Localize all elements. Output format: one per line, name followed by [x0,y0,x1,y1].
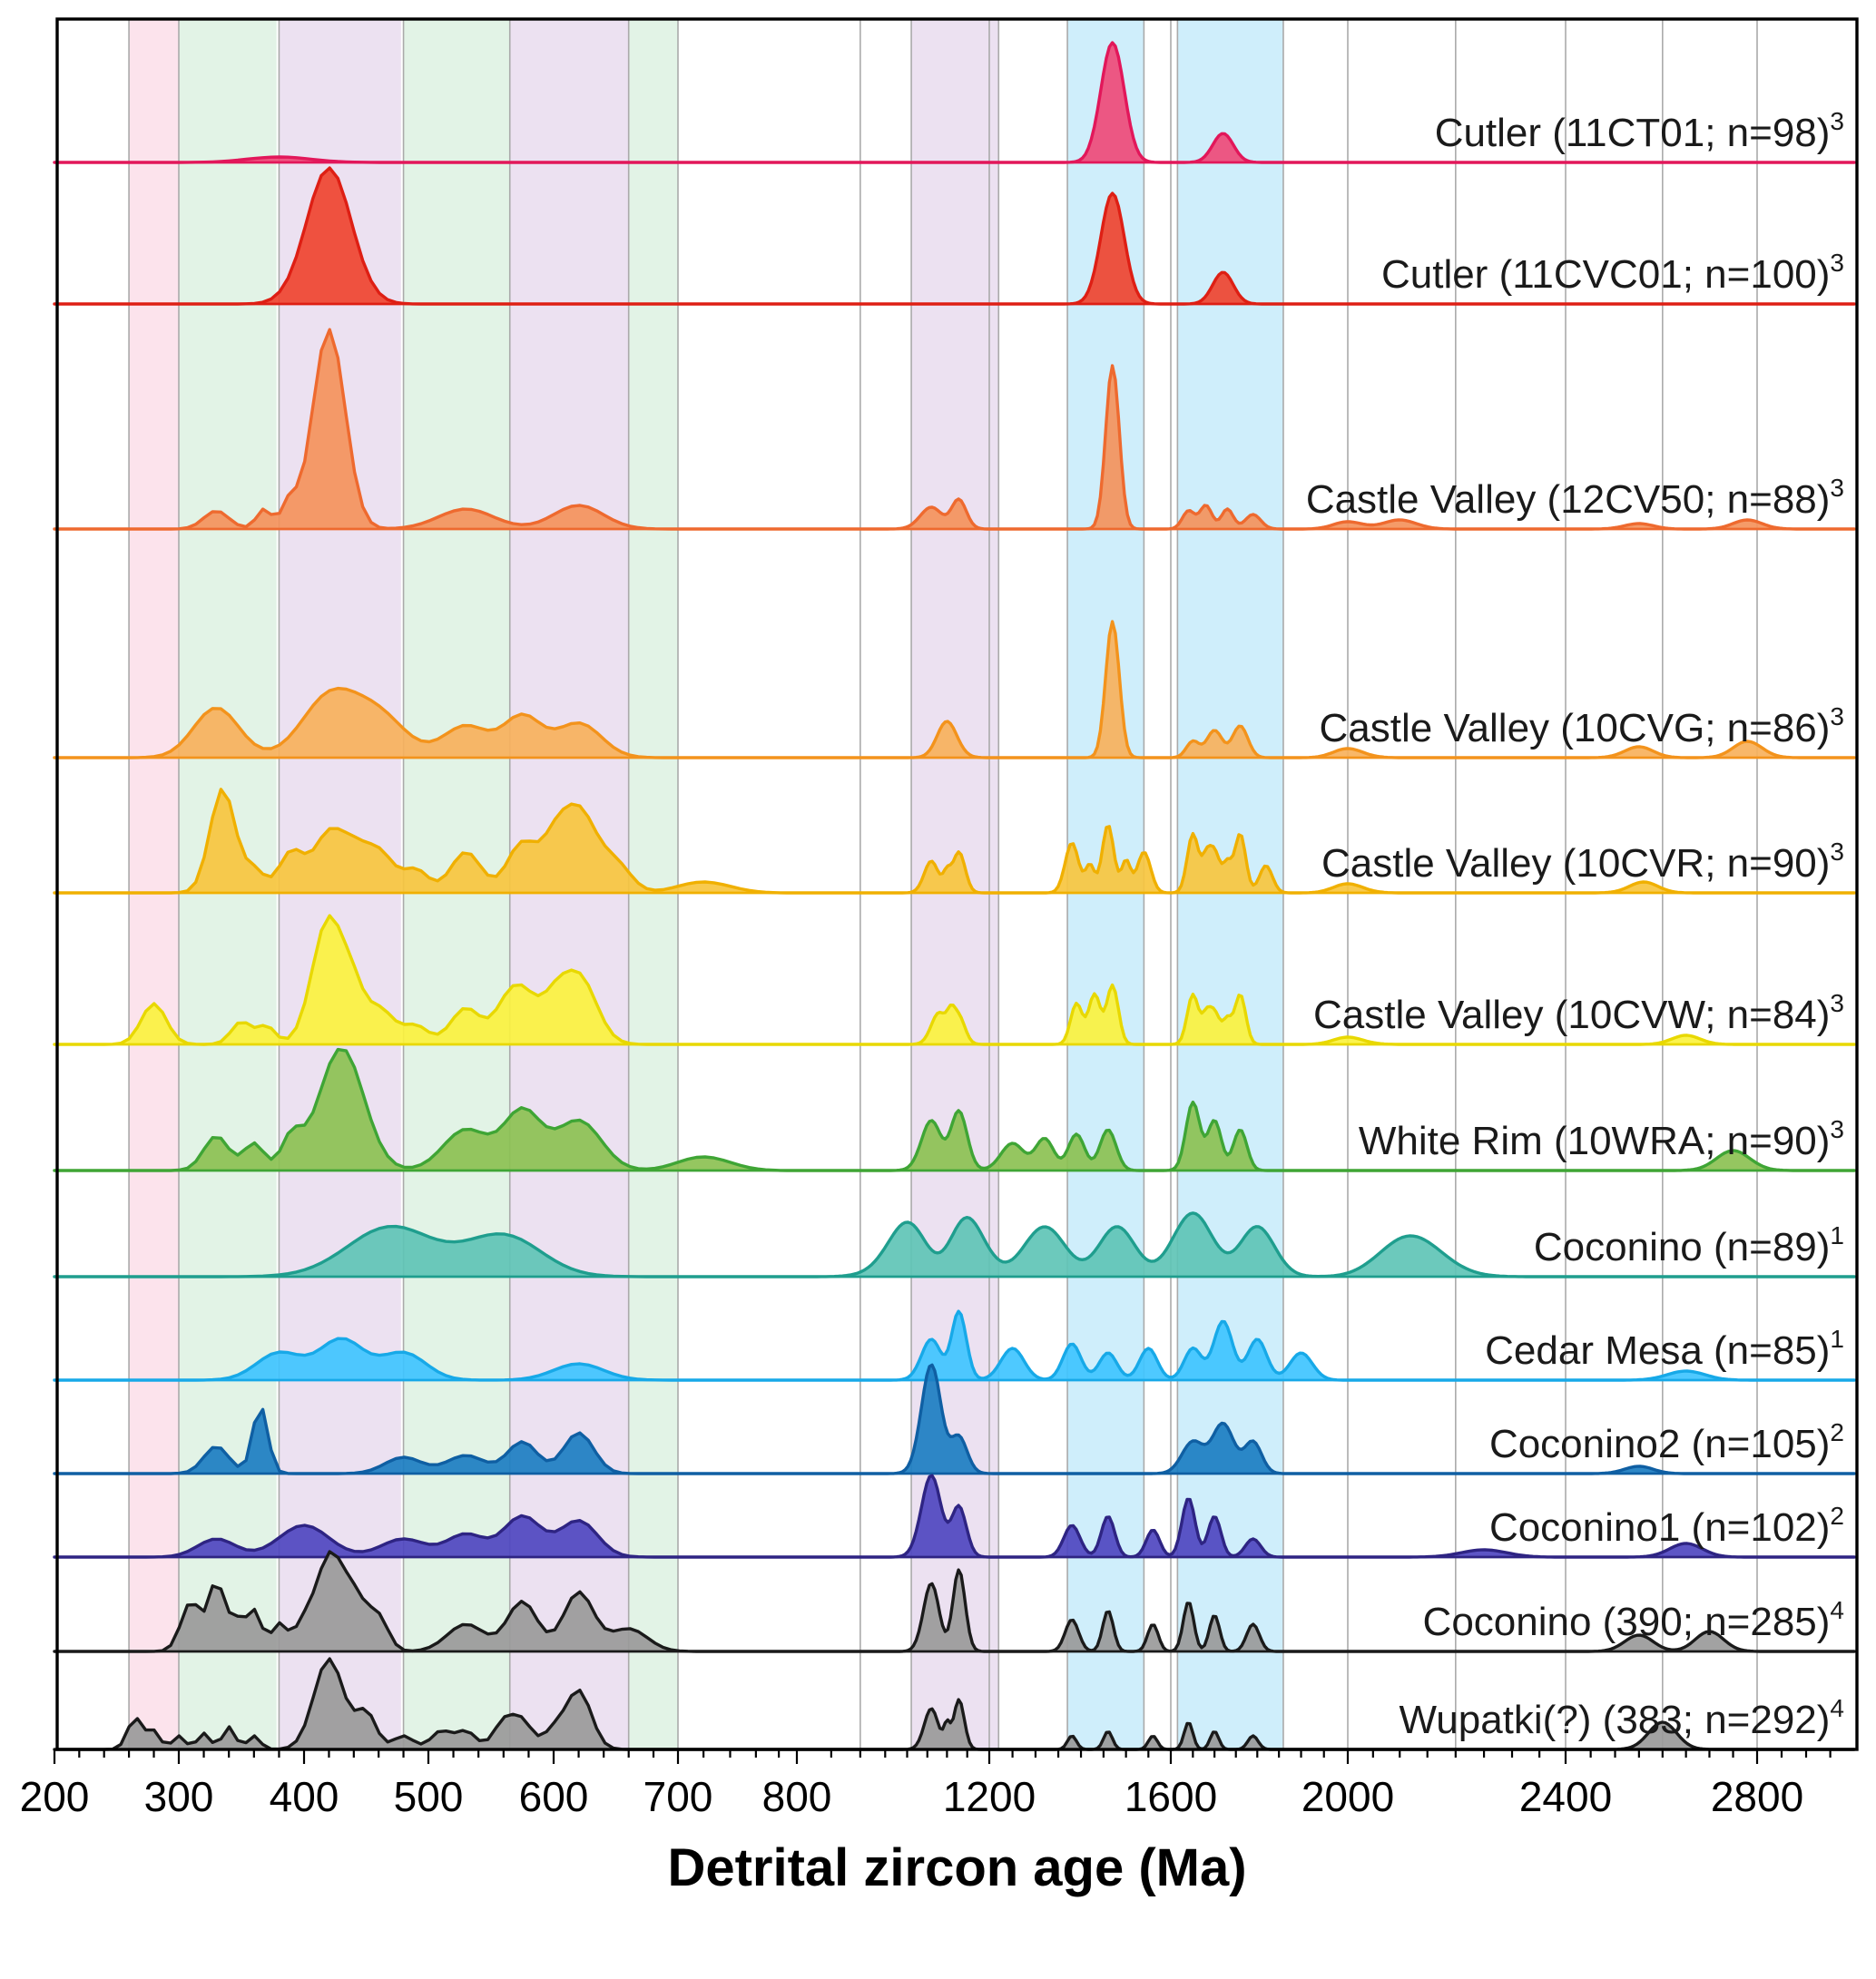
svg-text:800: 800 [762,1773,832,1820]
svg-text:Coconino2 (n=105)2: Coconino2 (n=105)2 [1489,1418,1844,1466]
svg-text:Cutler (11CVC01; n=100)3: Cutler (11CVC01; n=100)3 [1381,249,1844,297]
svg-text:400: 400 [270,1773,339,1820]
svg-text:2400: 2400 [1519,1773,1612,1820]
svg-text:Detrital zircon age (Ma): Detrital zircon age (Ma) [667,1838,1246,1897]
svg-text:Coconino (390; n=285)4: Coconino (390; n=285)4 [1423,1596,1844,1644]
svg-text:Castle Valley (10CVW; n=84)3: Castle Valley (10CVW; n=84)3 [1313,989,1844,1037]
svg-text:Castle Valley (10CVG; n=86)3: Castle Valley (10CVG; n=86)3 [1320,702,1844,750]
svg-text:500: 500 [394,1773,464,1820]
svg-text:200: 200 [20,1773,90,1820]
svg-text:1600: 1600 [1125,1773,1217,1820]
svg-text:Coconino (n=89)1: Coconino (n=89)1 [1534,1221,1844,1269]
svg-text:300: 300 [144,1773,214,1820]
svg-text:Cutler (11CT01; n=98)3: Cutler (11CT01; n=98)3 [1435,107,1844,155]
svg-text:Castle Valley (10CVR; n=90)3: Castle Valley (10CVR; n=90)3 [1321,838,1844,886]
svg-text:2000: 2000 [1301,1773,1394,1820]
svg-text:Castle Valley (12CV50; n=88)3: Castle Valley (12CV50; n=88)3 [1306,474,1844,522]
svg-text:600: 600 [519,1773,589,1820]
svg-text:Cedar Mesa (n=85)1: Cedar Mesa (n=85)1 [1485,1325,1844,1373]
svg-text:2800: 2800 [1711,1773,1803,1820]
svg-text:700: 700 [643,1773,713,1820]
svg-text:1200: 1200 [943,1773,1036,1820]
svg-text:Coconino1 (n=102)2: Coconino1 (n=102)2 [1489,1502,1844,1550]
svg-text:Wupatki(?) (383; n=292)4: Wupatki(?) (383; n=292)4 [1400,1694,1844,1742]
svg-text:White Rim (10WRA; n=90)3: White Rim (10WRA; n=90)3 [1359,1115,1844,1163]
